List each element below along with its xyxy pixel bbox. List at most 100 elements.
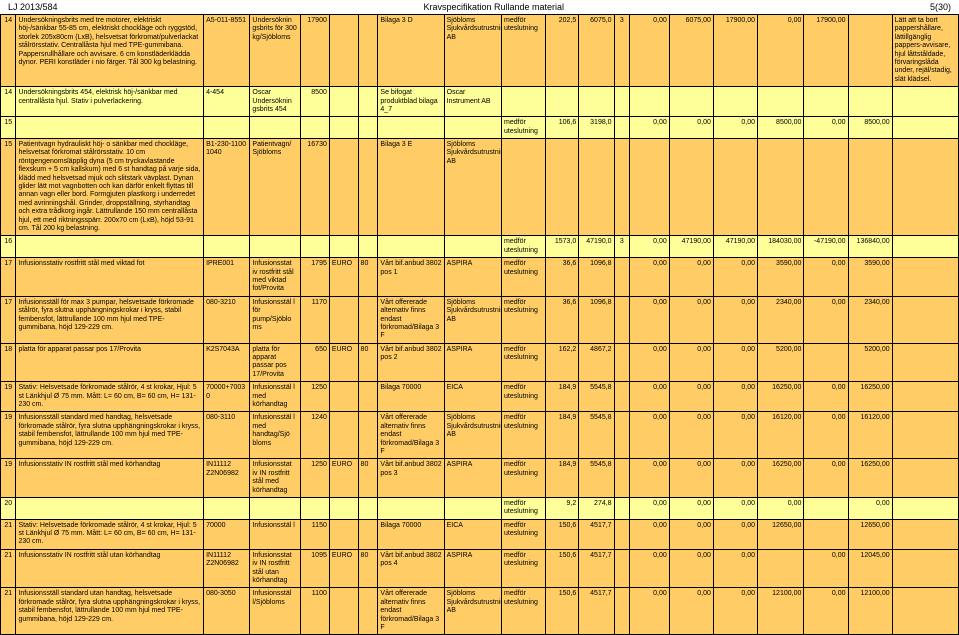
cell: 1095 <box>301 549 330 588</box>
cell: 8500,00 <box>758 117 804 139</box>
cell <box>358 87 378 117</box>
cell: 0,00 <box>758 497 804 519</box>
cell: 0,00 <box>630 236 670 258</box>
cell <box>301 497 330 519</box>
cell: Infusionsstäl l med handtag/Sjö bloms <box>250 412 301 459</box>
cell: 1150 <box>301 519 330 549</box>
cell: 1240 <box>301 412 330 459</box>
cell: Undersökningsbrits 454, elektrisk höj-/s… <box>16 87 204 117</box>
doc-title: Kravspecifikation Rullande material <box>423 2 564 12</box>
cell: Sjöbloms Sjukvårdsutrustning AB <box>444 296 501 343</box>
table-row: 15medför uteslutning106,63198,00,000,000… <box>1 117 959 139</box>
cell: Lätt att ta bort pappershållare, lättill… <box>892 15 958 87</box>
cell: Infusionsstativ IN rostfritt stål utan k… <box>16 549 204 588</box>
cell <box>669 139 713 236</box>
cell: 1250 <box>301 459 330 498</box>
cell: Sjöbloms Sjukvårdsutrustning AB <box>444 412 501 459</box>
cell: 0,00 <box>713 497 757 519</box>
cell: EURO <box>329 343 358 382</box>
cell: 650 <box>301 343 330 382</box>
cell: Bilaga 70000 <box>378 519 444 549</box>
cell: 3 <box>614 15 629 87</box>
cell: 4517,7 <box>579 588 614 635</box>
cell: 16730 <box>301 139 330 236</box>
cell: 17 <box>1 296 16 343</box>
cell: medför uteslutning <box>502 412 546 459</box>
cell: 0,00 <box>630 459 670 498</box>
cell <box>579 139 614 236</box>
cell: ASPIRA <box>444 549 501 588</box>
cell: 16250,00 <box>848 382 892 412</box>
cell <box>669 87 713 117</box>
cell: medför uteslutning <box>502 459 546 498</box>
cell <box>358 382 378 412</box>
table-row: 19Infusionsställ standard med handtag, h… <box>1 412 959 459</box>
cell: EICA <box>444 519 501 549</box>
table-row: 19Stativ: Helsvetsade förkromade stålrör… <box>1 382 959 412</box>
cell: 0,00 <box>630 588 670 635</box>
cell <box>358 296 378 343</box>
cell: Vårt bif.anbud 3802 pos 1 <box>378 258 444 297</box>
page-header: LJ 2013/584 Kravspecifikation Rullande m… <box>0 0 959 14</box>
cell <box>444 497 501 519</box>
cell <box>358 139 378 236</box>
cell: 5200,00 <box>848 343 892 382</box>
cell: 4517,7 <box>579 549 614 588</box>
cell <box>614 343 629 382</box>
cell: medför uteslutning <box>502 15 546 87</box>
cell: B1-230-1100 1040 <box>204 139 250 236</box>
table-row: 19Infusionsstativ IN rostfritt stål med … <box>1 459 959 498</box>
cell: 0,00 <box>713 459 757 498</box>
cell: 6075,0 <box>579 15 614 87</box>
cell: 0,00 <box>713 117 757 139</box>
cell: 184,9 <box>546 382 579 412</box>
cell: Infusionsstativ IN rostfritt stål med kö… <box>16 459 204 498</box>
cell <box>892 343 958 382</box>
cell <box>502 139 546 236</box>
cell: 12650,00 <box>758 519 804 549</box>
cell <box>358 412 378 459</box>
cell <box>204 236 250 258</box>
cell: 70000+7003 0 <box>204 382 250 412</box>
cell: Infusionsstativ rostfritt stål med vikta… <box>16 258 204 297</box>
cell: 80 <box>358 459 378 498</box>
cell: Infusionsstäl l <box>250 519 301 549</box>
cell <box>358 588 378 635</box>
cell: Vårt offererade alternativ finns endast … <box>378 588 444 635</box>
cell: medför uteslutning <box>502 549 546 588</box>
cell <box>848 87 892 117</box>
cell: 202,5 <box>546 15 579 87</box>
cell: 0,00 <box>804 549 848 588</box>
cell <box>614 296 629 343</box>
cell: 0,00 <box>804 258 848 297</box>
cell: 19 <box>1 459 16 498</box>
cell <box>378 236 444 258</box>
cell: 0,00 <box>713 382 757 412</box>
cell: Bilaga 3 D <box>378 15 444 87</box>
cell: 15 <box>1 139 16 236</box>
cell: 47190,0 <box>579 236 614 258</box>
cell <box>546 139 579 236</box>
cell: 136840,00 <box>848 236 892 258</box>
cell: 3590,00 <box>758 258 804 297</box>
cell: 80 <box>358 258 378 297</box>
cell <box>614 382 629 412</box>
table-row: 15Patientvagn hydrauliskt höj- o sänkbar… <box>1 139 959 236</box>
cell <box>378 117 444 139</box>
cell: medför uteslutning <box>502 588 546 635</box>
cell <box>204 117 250 139</box>
cell: 2340,00 <box>758 296 804 343</box>
cell: 1100 <box>301 588 330 635</box>
cell: A5-011-8551 <box>204 15 250 87</box>
cell: Infusionsstat iv IN rostfritt stål med k… <box>250 459 301 498</box>
cell: 150,6 <box>546 549 579 588</box>
cell: 14 <box>1 15 16 87</box>
cell: 47190,00 <box>669 236 713 258</box>
cell: IPRE001 <box>204 258 250 297</box>
cell: 5545,8 <box>579 459 614 498</box>
cell <box>358 497 378 519</box>
cell: -47190,00 <box>804 236 848 258</box>
cell <box>329 519 358 549</box>
cell <box>892 236 958 258</box>
cell: 21 <box>1 519 16 549</box>
